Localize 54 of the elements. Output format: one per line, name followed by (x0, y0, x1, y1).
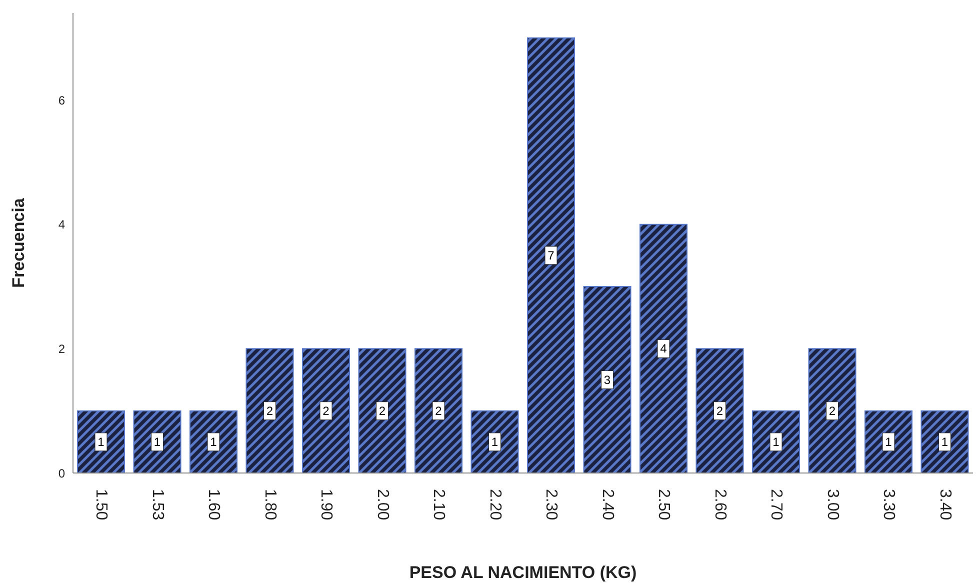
x-tick-label: 1.50 (92, 489, 110, 520)
data-label: 3 (604, 372, 611, 387)
data-label: 2 (828, 404, 836, 418)
bar (696, 348, 744, 473)
bar (920, 410, 969, 473)
data-label: 1 (941, 434, 948, 449)
data-label: 2 (322, 404, 330, 418)
bar (864, 410, 912, 473)
x-tick-label: 1.53 (148, 489, 166, 520)
bar (246, 348, 294, 473)
bar (190, 410, 238, 473)
x-tick-label: 1.90 (318, 489, 335, 520)
x-tick-label: 2.30 (542, 489, 560, 520)
y-tick-label: 2 (58, 342, 66, 356)
x-tick-label: 3.00 (824, 489, 841, 520)
x-tick-label: 1.60 (205, 489, 222, 520)
x-tick-label: 3.40 (936, 489, 954, 520)
x-tick-label: 2.60 (711, 489, 728, 520)
data-label: 1 (98, 434, 105, 449)
bar (133, 410, 182, 473)
bar (470, 410, 519, 473)
y-tick-label: 4 (58, 218, 66, 232)
y-tick-label: 0 (58, 466, 66, 480)
x-tick-label: 3.30 (880, 489, 898, 520)
data-label: 1 (210, 434, 218, 449)
data-label: 2 (435, 404, 442, 418)
data-label: 2 (378, 404, 386, 418)
bar (752, 410, 800, 473)
bar (414, 348, 462, 473)
bar (527, 37, 575, 473)
y-tick-label: 6 (58, 93, 66, 108)
data-label: 1 (885, 434, 892, 449)
x-tick-label: 2.10 (430, 489, 448, 520)
bar (77, 410, 125, 473)
bar (808, 348, 856, 473)
x-tick-label: 2.40 (598, 489, 616, 520)
bar (640, 224, 688, 473)
x-tick-label: 2.70 (768, 489, 785, 520)
bar (583, 286, 632, 473)
x-axis-title: PESO AL NACIMIENTO (KG) (409, 563, 637, 582)
y-axis-title: Frecuencia (9, 198, 28, 288)
data-label: 2 (716, 404, 724, 418)
data-label: 7 (548, 248, 555, 262)
x-tick-label: 1.80 (261, 489, 278, 520)
data-label: 2 (266, 404, 274, 418)
data-label: 1 (154, 434, 161, 449)
x-tick-label: 2.00 (374, 489, 391, 520)
x-tick-label: 2.50 (655, 489, 672, 520)
bar (302, 348, 350, 473)
bar (358, 348, 406, 473)
data-label: 1 (491, 434, 498, 449)
x-tick-label: 2.20 (486, 489, 504, 520)
data-label: 1 (772, 434, 780, 449)
data-label: 4 (660, 342, 668, 356)
